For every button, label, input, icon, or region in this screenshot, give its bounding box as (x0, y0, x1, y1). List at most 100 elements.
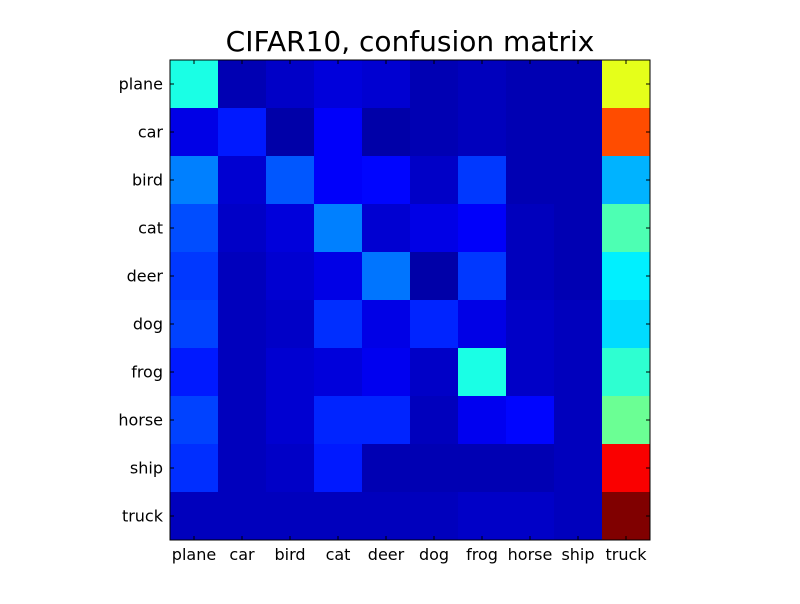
heatmap-cell-ship-cat (314, 444, 363, 493)
heatmap-cell-plane-frog (458, 60, 507, 109)
x-tick-label: car (229, 545, 255, 564)
y-tick-label: bird (132, 171, 163, 190)
heatmap-cell-horse-deer (362, 396, 411, 445)
x-tick-label: horse (508, 545, 553, 564)
heatmap-cell-dog-cat (314, 300, 363, 349)
y-tick-label: plane (119, 75, 163, 94)
heatmap-cell-car-frog (458, 108, 507, 157)
heatmap-cell-truck-bird (266, 492, 315, 541)
heatmap-cell-frog-deer (362, 348, 411, 397)
heatmap-cells (170, 60, 651, 541)
heatmap-cell-plane-dog (410, 60, 459, 109)
y-tick-label: deer (127, 267, 164, 286)
x-tick-label: bird (274, 545, 305, 564)
heatmap-cell-bird-ship (554, 156, 603, 205)
heatmap-cell-dog-ship (554, 300, 603, 349)
heatmap-cell-car-horse (506, 108, 555, 157)
y-tick-label: horse (118, 411, 163, 430)
heatmap-cell-dog-truck (602, 300, 651, 349)
heatmap-cell-dog-dog (410, 300, 459, 349)
heatmap-cell-deer-horse (506, 252, 555, 301)
y-tick-label: frog (131, 363, 163, 382)
heatmap-cell-plane-plane (170, 60, 219, 109)
heatmap-cell-frog-plane (170, 348, 219, 397)
heatmap-cell-car-ship (554, 108, 603, 157)
heatmap-cell-cat-plane (170, 204, 219, 253)
heatmap-cell-car-car (218, 108, 267, 157)
heatmap-cell-horse-cat (314, 396, 363, 445)
heatmap-cell-deer-ship (554, 252, 603, 301)
heatmap-cell-horse-dog (410, 396, 459, 445)
heatmap-cell-cat-truck (602, 204, 651, 253)
y-tick-label: truck (122, 507, 164, 526)
heatmap-cell-frog-car (218, 348, 267, 397)
x-tick-label: plane (172, 545, 216, 564)
heatmap-cell-bird-truck (602, 156, 651, 205)
heatmap-cell-bird-plane (170, 156, 219, 205)
heatmap-cell-dog-plane (170, 300, 219, 349)
heatmap-cell-dog-bird (266, 300, 315, 349)
heatmap-cell-cat-ship (554, 204, 603, 253)
heatmap-cell-bird-car (218, 156, 267, 205)
heatmap-cell-truck-ship (554, 492, 603, 541)
heatmap-cell-frog-cat (314, 348, 363, 397)
heatmap-cell-plane-horse (506, 60, 555, 109)
heatmap-cell-car-dog (410, 108, 459, 157)
heatmap-cell-bird-frog (458, 156, 507, 205)
heatmap-cell-truck-plane (170, 492, 219, 541)
heatmap-cell-car-bird (266, 108, 315, 157)
heatmap-cell-horse-frog (458, 396, 507, 445)
heatmap-cell-cat-dog (410, 204, 459, 253)
heatmap-cell-car-truck (602, 108, 651, 157)
heatmap-cell-dog-car (218, 300, 267, 349)
heatmap-cell-ship-horse (506, 444, 555, 493)
heatmap-cell-plane-ship (554, 60, 603, 109)
heatmap-cell-plane-deer (362, 60, 411, 109)
heatmap-cell-horse-horse (506, 396, 555, 445)
heatmap-cell-car-cat (314, 108, 363, 157)
heatmap-cell-frog-truck (602, 348, 651, 397)
heatmap-cell-horse-car (218, 396, 267, 445)
x-tick-label: ship (561, 545, 594, 564)
y-tick-label: cat (138, 219, 163, 238)
heatmap-cell-frog-bird (266, 348, 315, 397)
plot-frame (169, 59, 651, 541)
heatmap-cell-bird-horse (506, 156, 555, 205)
heatmap-cell-deer-plane (170, 252, 219, 301)
heatmap-cell-deer-truck (602, 252, 651, 301)
heatmap-cell-frog-horse (506, 348, 555, 397)
tick-labels: planecarbirdcatdeerdogfroghorseshiptruck… (118, 75, 647, 565)
axis-ticks (170, 60, 650, 540)
y-tick-label: dog (133, 315, 163, 334)
heatmap-cell-cat-deer (362, 204, 411, 253)
heatmap-cell-cat-car (218, 204, 267, 253)
x-tick-label: truck (605, 545, 647, 564)
heatmap-cell-bird-deer (362, 156, 411, 205)
heatmap-cell-deer-frog (458, 252, 507, 301)
heatmap-cell-ship-frog (458, 444, 507, 493)
heatmap-cell-truck-truck (602, 492, 651, 541)
heatmap-cell-deer-car (218, 252, 267, 301)
x-tick-label: cat (326, 545, 351, 564)
heatmap-cell-cat-horse (506, 204, 555, 253)
heatmap-cell-truck-horse (506, 492, 555, 541)
heatmap-cell-bird-cat (314, 156, 363, 205)
x-tick-label: frog (466, 545, 498, 564)
heatmap-cell-truck-dog (410, 492, 459, 541)
y-tick-label: ship (130, 459, 163, 478)
chart-title: CIFAR10, confusion matrix (225, 25, 595, 58)
heatmap-cell-deer-dog (410, 252, 459, 301)
heatmap-cell-truck-car (218, 492, 267, 541)
heatmap-cell-dog-frog (458, 300, 507, 349)
heatmap-cell-bird-dog (410, 156, 459, 205)
heatmap-cell-horse-plane (170, 396, 219, 445)
heatmap-cell-dog-horse (506, 300, 555, 349)
heatmap-cell-ship-plane (170, 444, 219, 493)
heatmap-cell-frog-frog (458, 348, 507, 397)
heatmap-cell-truck-deer (362, 492, 411, 541)
heatmap-cell-bird-bird (266, 156, 315, 205)
heatmap-cell-deer-deer (362, 252, 411, 301)
heatmap-cell-car-plane (170, 108, 219, 157)
heatmap-cell-horse-ship (554, 396, 603, 445)
